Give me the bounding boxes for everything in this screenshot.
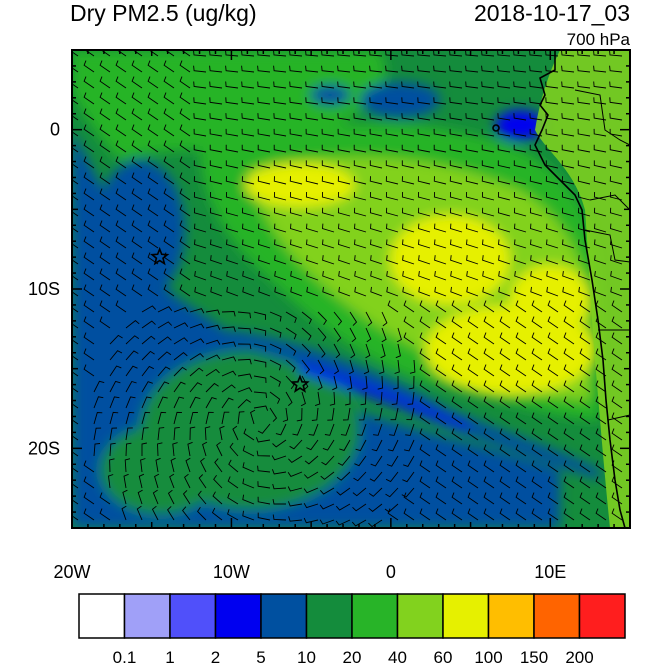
colorbar-swatch: [305, 593, 353, 639]
colorbar-swatch: [214, 593, 262, 639]
colorbar-boundary-label: 1: [165, 648, 175, 667]
site-markers: [150, 246, 310, 393]
pressure-level-label: 700 hPa: [566, 30, 630, 49]
colorbar-swatch: [396, 593, 444, 639]
colorbar-swatch: [78, 593, 126, 639]
y-axis-labels: 0 10S 20S: [28, 120, 60, 459]
colorbar-boundary-label: 5: [256, 648, 266, 667]
y-tick-label: 10S: [28, 279, 60, 299]
colorbar-boundary-label: 10: [297, 648, 316, 667]
tick-marks: [71, 49, 631, 529]
colorbar-swatch: [533, 593, 581, 639]
colorbar-boundary-label: 200: [565, 648, 594, 667]
colorbar-boundary-label: 20: [342, 648, 362, 667]
colorbar-boundary-label: 100: [474, 648, 503, 667]
colorbar-boundary-label: 60: [433, 648, 453, 667]
star-marker-icon: [290, 374, 310, 393]
datetime-label: 2018-10-17_03: [473, 0, 630, 26]
colorbar-swatch: [169, 593, 217, 639]
x-tick-label: 10W: [213, 562, 250, 582]
wind-barbs: [72, 50, 623, 528]
colorbar-swatch: [578, 593, 626, 639]
star-marker-icon: [150, 246, 170, 266]
colorbar-swatch: [123, 593, 171, 639]
colorbar-boundary-label: 150: [519, 648, 549, 667]
map-title: Dry PM2.5 (ug/kg): [70, 0, 257, 26]
colorbar-swatch: [260, 593, 308, 639]
colorbar-swatch: [442, 593, 490, 639]
colorbar-boundary-label: 40: [388, 648, 407, 667]
pm25-field: [72, 50, 630, 528]
colorbar-swatch: [487, 593, 535, 639]
x-tick-label: 20W: [53, 562, 90, 582]
colorbar-swatch: [351, 593, 399, 639]
y-tick-label: 20S: [28, 438, 60, 458]
x-tick-label: 0: [386, 562, 396, 582]
x-axis-labels: 20W 10W 0 10E: [53, 562, 566, 582]
colorbar-boundary-label: 0.1: [112, 648, 137, 667]
colorbar-boundary-label: 2: [210, 648, 221, 667]
colorbar: [78, 593, 626, 639]
y-tick-label: 0: [50, 120, 60, 140]
x-tick-label: 10E: [534, 562, 566, 582]
